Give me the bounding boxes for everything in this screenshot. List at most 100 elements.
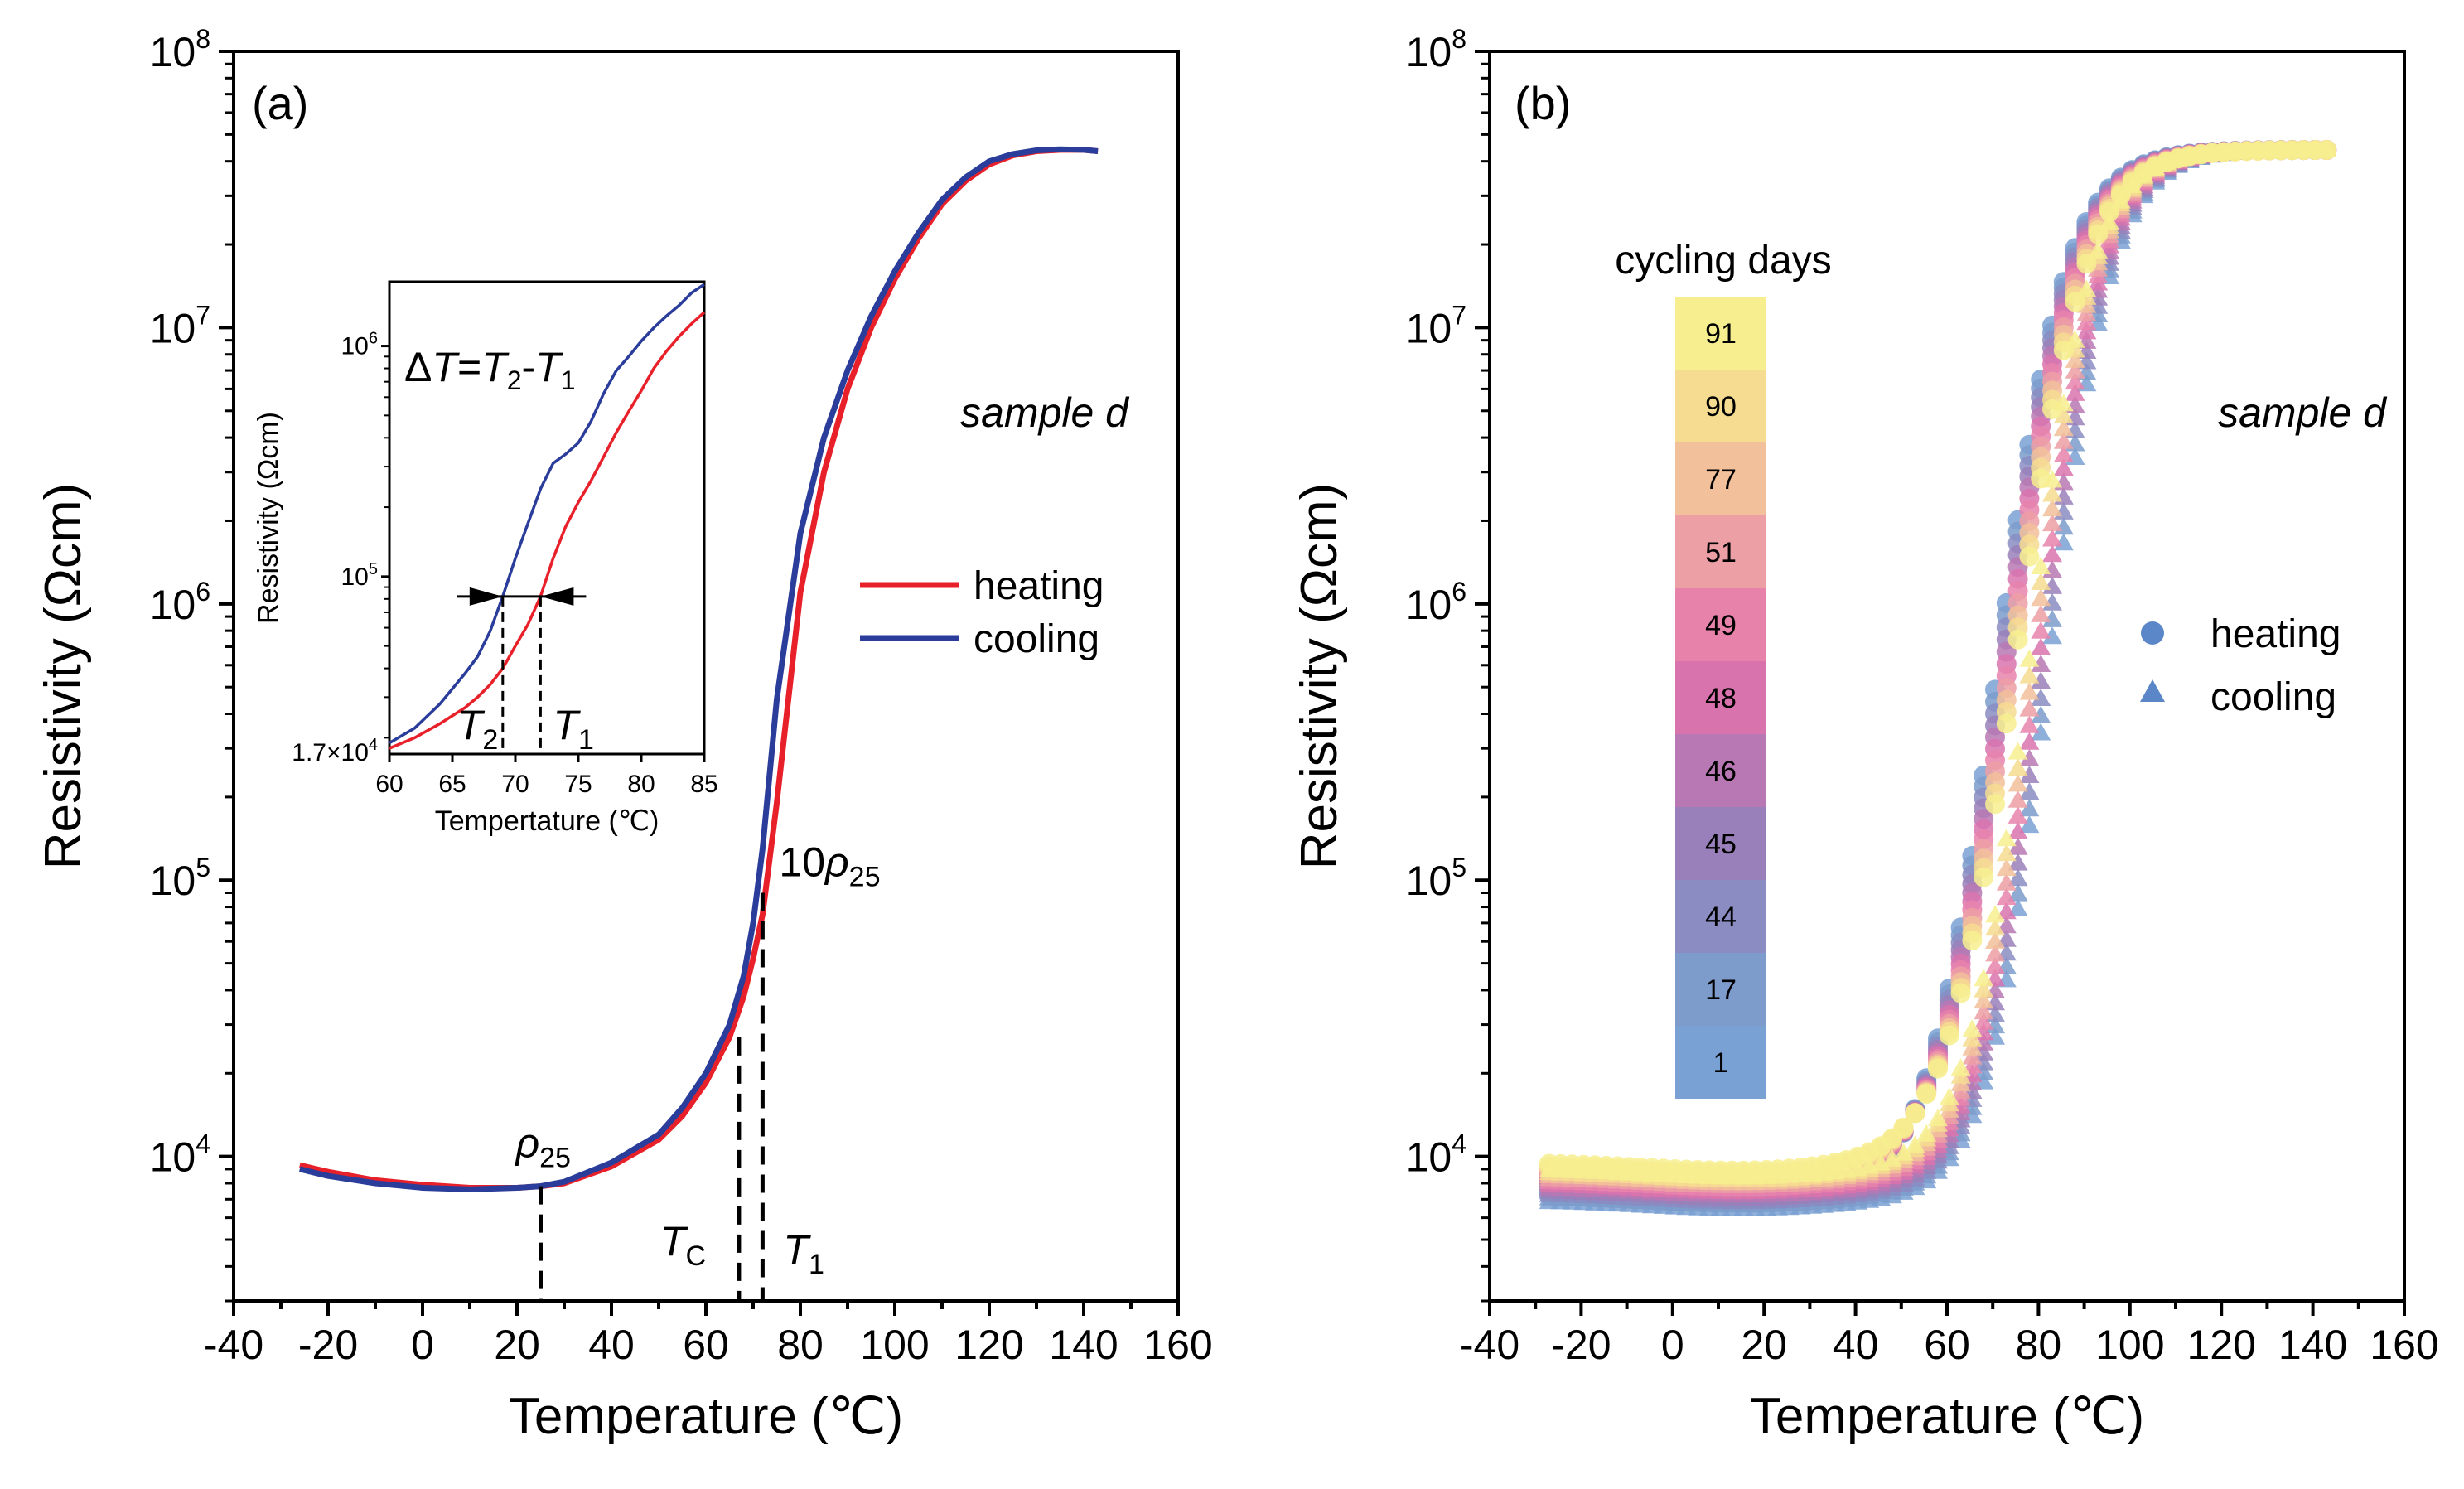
- panel-a-inset: 60 65 70 75 80 85 105 106 1.7×104 Tempertature (℃…: [253, 280, 718, 837]
- cooling-point-day-1: [2007, 898, 2028, 916]
- cooling-point-day-77: [2007, 774, 2028, 792]
- panel-a-y-axis-title: Resistivity (Ωcm): [35, 483, 92, 870]
- colorbar-label-90: 90: [1705, 391, 1737, 423]
- heating-point-day-91: [1905, 1103, 1925, 1124]
- inset-y-axis-title: Resistivity (Ωcm): [253, 412, 284, 624]
- legend-label-cooling: cooling: [2210, 675, 2336, 719]
- cooling-point-day-91: [2053, 394, 2074, 412]
- cooling-point-day-1: [1985, 1027, 2005, 1045]
- cooling-point-day-17: [2031, 705, 2051, 723]
- colorbar-swatch-49: [1675, 588, 1766, 661]
- cooling-point-day-90: [2007, 758, 2028, 776]
- x-tick-label: 60: [683, 1322, 729, 1368]
- panel-b-x-axis-title: Temperature (℃): [1750, 1388, 2144, 1445]
- x-tick-label: 0: [1661, 1322, 1684, 1368]
- cooling-point-day-91: [1962, 1019, 1983, 1037]
- inset-arrow-head-right: [540, 587, 574, 606]
- cooling-point-day-48: [2007, 821, 2028, 839]
- inset-t1-label: T1: [553, 702, 593, 756]
- cooling-point-day-45: [2007, 853, 2028, 871]
- cooling-point-day-77: [2065, 350, 2085, 368]
- heating-point-day-91: [1985, 794, 2005, 815]
- cooling-point-day-44: [2042, 592, 2062, 611]
- y-tick-label: 106: [150, 577, 210, 628]
- cooling-point-day-77: [1996, 858, 2017, 877]
- heating-point-day-91: [2019, 546, 2040, 567]
- x-tick-label: 40: [1833, 1322, 1879, 1368]
- cooling-point-day-51: [2031, 604, 2051, 622]
- cooling-point-day-91: [1916, 1124, 1937, 1142]
- cooling-point-day-48: [2076, 321, 2097, 340]
- x-tick-label: 160: [1143, 1322, 1212, 1368]
- cooling-point-day-48: [2065, 383, 2085, 401]
- cooling-point-day-91: [1974, 969, 1994, 987]
- y-tick-label: 105: [1406, 853, 1466, 904]
- x-tick-label: 20: [1741, 1322, 1787, 1368]
- x-tick-label: -40: [1460, 1322, 1519, 1368]
- panel-b-y-axis-title: Resistivity (Ωcm): [1291, 483, 1348, 870]
- cooling-point-day-90: [2053, 405, 2074, 423]
- cooling-point-day-77: [2042, 499, 2062, 517]
- legend-label-heating: heating: [2210, 612, 2341, 656]
- x-tick-label: -20: [298, 1322, 358, 1368]
- inset-x-tick-label: 85: [690, 771, 717, 798]
- cooling-point-day-48: [1996, 902, 2017, 920]
- legend-marker-cooling: [2140, 679, 2165, 702]
- cooling-point-day-90: [2019, 665, 2040, 684]
- cooling-point-day-91: [2133, 165, 2154, 183]
- cooling-point-day-45: [1974, 1042, 1994, 1061]
- cooling-point-day-49: [2019, 715, 2040, 733]
- cooling-point-day-44: [2019, 782, 2040, 800]
- cooling-point-day-51: [1996, 873, 2017, 891]
- cooling-point-day-44: [2031, 689, 2051, 706]
- cooling-point-day-90: [1985, 918, 2005, 936]
- cooling-point-day-48: [2031, 637, 2051, 655]
- colorbar-swatch-51: [1675, 515, 1766, 588]
- panel-b: -40 -20 0 20 40 60 80 100 120 140 160 104 105 106 107 1…: [1291, 24, 2439, 1445]
- cooling-point-day-49: [1985, 956, 2005, 974]
- colorbar-label-77: 77: [1705, 464, 1737, 496]
- cooling-point-day-91: [2019, 649, 2040, 667]
- panel-a-sample-label: sample d: [960, 389, 1130, 436]
- inset-line-heating: [389, 311, 706, 750]
- colorbar-label-51: 51: [1705, 537, 1737, 568]
- cooling-point-day-91: [2088, 240, 2109, 259]
- x-tick-label: -40: [204, 1322, 263, 1368]
- y-tick-label: 104: [1406, 1129, 1466, 1181]
- cooling-point-day-91: [2065, 330, 2085, 348]
- x-tick-label: 140: [1049, 1322, 1118, 1368]
- colorbar-label-46: 46: [1705, 756, 1737, 787]
- panel-a-curves: [298, 146, 1099, 1192]
- x-tick-label: -20: [1551, 1322, 1611, 1368]
- cooling-point-day-77: [2031, 588, 2051, 607]
- colorbar-swatch-46: [1675, 734, 1766, 807]
- legend-label-heating: heating: [974, 564, 1104, 608]
- heating-point-day-91: [2042, 399, 2062, 419]
- heating-point-day-91: [1928, 1058, 1948, 1079]
- cooling-point-day-49: [1962, 1056, 1983, 1074]
- cooling-point-day-91: [1893, 1143, 1914, 1161]
- tc-label: TC: [660, 1218, 706, 1272]
- cooling-point-day-44: [2007, 868, 2028, 887]
- inset-frame: [388, 280, 706, 756]
- legend-label-cooling: cooling: [974, 617, 1099, 661]
- heating-point-day-91: [1939, 1025, 1959, 1046]
- cooling-point-day-49: [1996, 887, 2017, 906]
- colorbar-label-44: 44: [1705, 902, 1737, 933]
- panel-a-legend: heating cooling: [860, 564, 1104, 661]
- heating-point-day-91: [1893, 1117, 1914, 1138]
- panel-b-sample-label: sample d: [2218, 389, 2388, 436]
- x-tick-label: 20: [494, 1322, 540, 1368]
- cooling-point-day-90: [2031, 573, 2051, 590]
- cooling-point-day-90: [1974, 979, 1994, 998]
- y-tick-label: 108: [1406, 24, 1466, 75]
- inset-y-tick-label: 1.7×104: [292, 736, 378, 766]
- y-tick-label: 107: [150, 300, 210, 351]
- panel-b-legend: heating cooling: [2140, 612, 2341, 719]
- cooling-point-day-90: [1962, 1028, 1983, 1047]
- cooling-point-day-91: [1905, 1135, 1925, 1153]
- x-tick-label: 80: [777, 1322, 824, 1368]
- cooling-point-day-48: [2019, 732, 2040, 750]
- cooling-point-day-46: [2019, 748, 2040, 766]
